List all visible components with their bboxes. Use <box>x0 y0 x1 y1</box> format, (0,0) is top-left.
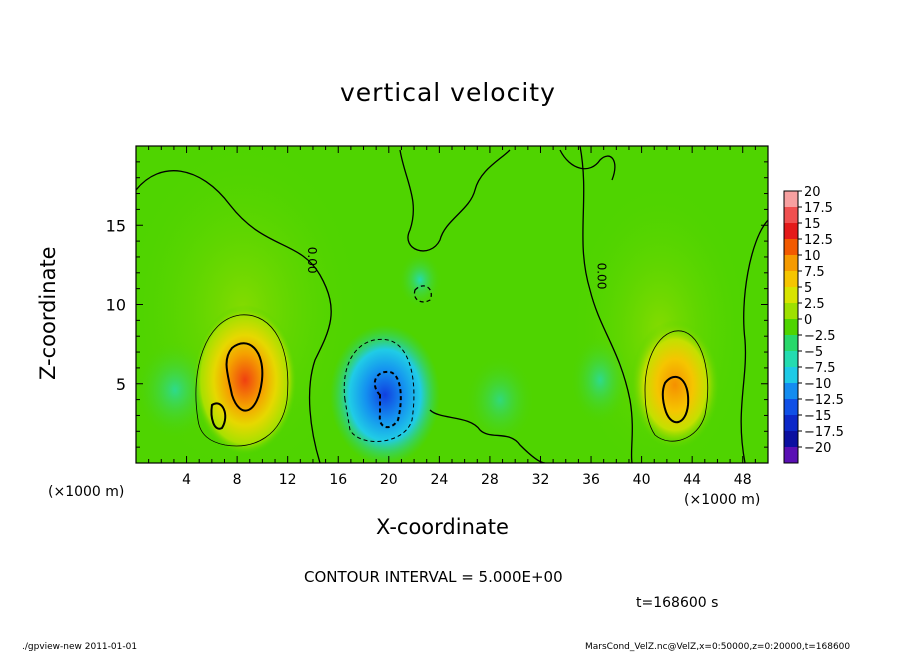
colorbar-label: 5 <box>804 281 812 296</box>
colorbar-swatch <box>784 367 798 383</box>
colorbar: 2017.51512.5107.552.50−2.5−5−7.5−10−12.5… <box>783 185 844 464</box>
heatmap-field <box>136 146 768 463</box>
colorbar-swatch <box>784 415 798 431</box>
x-tick-label: 8 <box>233 472 242 488</box>
axis-ticks <box>136 146 768 463</box>
colorbar-swatch <box>784 447 798 463</box>
colorbar-label: 2.5 <box>804 297 825 312</box>
colorbar-frame <box>783 190 799 464</box>
x-tick-label: 20 <box>380 472 398 488</box>
colorbar-label: −20 <box>804 441 831 456</box>
colorbar-label: 0 <box>804 313 812 328</box>
colorbar-swatch <box>784 319 798 335</box>
contour-label: 0.00 <box>305 247 319 274</box>
colorbar-swatch <box>784 207 798 223</box>
colorbar-swatch <box>784 383 798 399</box>
colorbar-label: −12.5 <box>804 393 844 408</box>
x-unit-label-right: (×1000 m) <box>684 492 761 508</box>
colorbar-label: 17.5 <box>804 201 833 216</box>
footer-left: ./gpview-new 2011-01-01 <box>22 642 138 652</box>
x-tick-label: 28 <box>481 472 499 488</box>
x-unit-label-left: (×1000 m) <box>48 484 125 500</box>
y-tick-label: 5 <box>116 375 126 394</box>
colorbar-label: 12.5 <box>804 233 833 248</box>
y-tick-label: 15 <box>106 216 126 235</box>
x-tick-label: 40 <box>633 472 651 488</box>
colorbar-label: −7.5 <box>804 361 836 376</box>
x-tick-label: 32 <box>532 472 550 488</box>
colorbar-label: −2.5 <box>804 329 836 344</box>
colorbar-label: −17.5 <box>804 425 844 440</box>
x-tick-label: 12 <box>279 472 297 488</box>
colorbar-swatch <box>784 335 798 351</box>
chart-title: vertical velocity <box>340 78 556 107</box>
colorbar-label: −10 <box>804 377 831 392</box>
x-tick-label: 36 <box>582 472 600 488</box>
colorbar-label: −15 <box>804 409 831 424</box>
colorbar-swatch <box>784 399 798 415</box>
x-axis-label: X-coordinate <box>376 515 509 539</box>
colorbar-swatch <box>784 191 798 207</box>
colorbar-swatch <box>784 351 798 367</box>
colorbar-label: −5 <box>804 345 823 360</box>
x-tick-label: 24 <box>430 472 448 488</box>
y-axis-label: Z-coordinate <box>36 246 60 380</box>
colorbar-label: 10 <box>804 249 821 264</box>
colorbar-label: 15 <box>804 217 821 232</box>
colorbar-swatch <box>784 223 798 239</box>
footer-right: MarsCond_VelZ.nc@VelZ,x=0:50000,z=0:2000… <box>585 642 851 652</box>
time-label: t=168600 s <box>636 595 719 611</box>
y-tick-label: 10 <box>106 296 126 315</box>
colorbar-swatch <box>784 239 798 255</box>
colorbar-swatch <box>784 431 798 447</box>
contour-label: 0.00 <box>594 263 608 290</box>
colorbar-label: 20 <box>804 185 821 200</box>
colorbar-swatch <box>784 255 798 271</box>
x-tick-label: 48 <box>734 472 752 488</box>
x-tick-label: 16 <box>329 472 347 488</box>
x-tick-label: 44 <box>683 472 701 488</box>
colorbar-swatch <box>784 287 798 303</box>
colorbar-swatch <box>784 303 798 319</box>
contour-interval-note: CONTOUR INTERVAL = 5.000E+00 <box>304 568 563 586</box>
colorbar-swatch <box>784 271 798 287</box>
colorbar-label: 7.5 <box>804 265 825 280</box>
x-tick-label: 4 <box>182 472 191 488</box>
